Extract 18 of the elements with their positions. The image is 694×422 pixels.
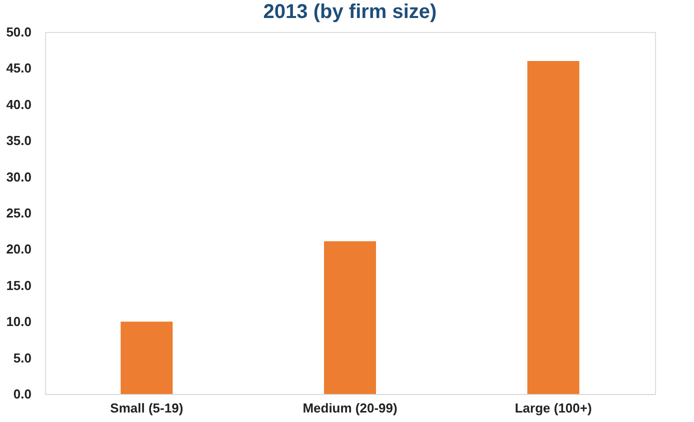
y-tick-label: 40.0 bbox=[6, 96, 32, 112]
y-tick-label: 50.0 bbox=[6, 24, 32, 40]
bar bbox=[324, 241, 376, 394]
y-tick-label: 15.0 bbox=[6, 278, 32, 293]
y-tick-label: 10.0 bbox=[6, 314, 32, 330]
bar bbox=[120, 322, 173, 394]
y-tick-label: 20.0 bbox=[6, 242, 32, 257]
y-tick-label: 25.0 bbox=[6, 206, 32, 220]
x-tick-label: Small (5-19) bbox=[110, 400, 184, 416]
x-tick-label: Large (100+) bbox=[514, 400, 592, 416]
y-tick-label: 30.0 bbox=[6, 169, 32, 184]
bar bbox=[527, 60, 580, 394]
chart-title: 2013 (by firm size) bbox=[263, 1, 437, 23]
y-tick-label: 5.0 bbox=[13, 350, 32, 366]
x-tick-label: Medium (20-99) bbox=[302, 400, 398, 416]
y-tick-label: 45.0 bbox=[6, 60, 32, 76]
y-tick-label: 35.0 bbox=[6, 133, 32, 148]
y-tick-label: 0.0 bbox=[13, 386, 32, 402]
